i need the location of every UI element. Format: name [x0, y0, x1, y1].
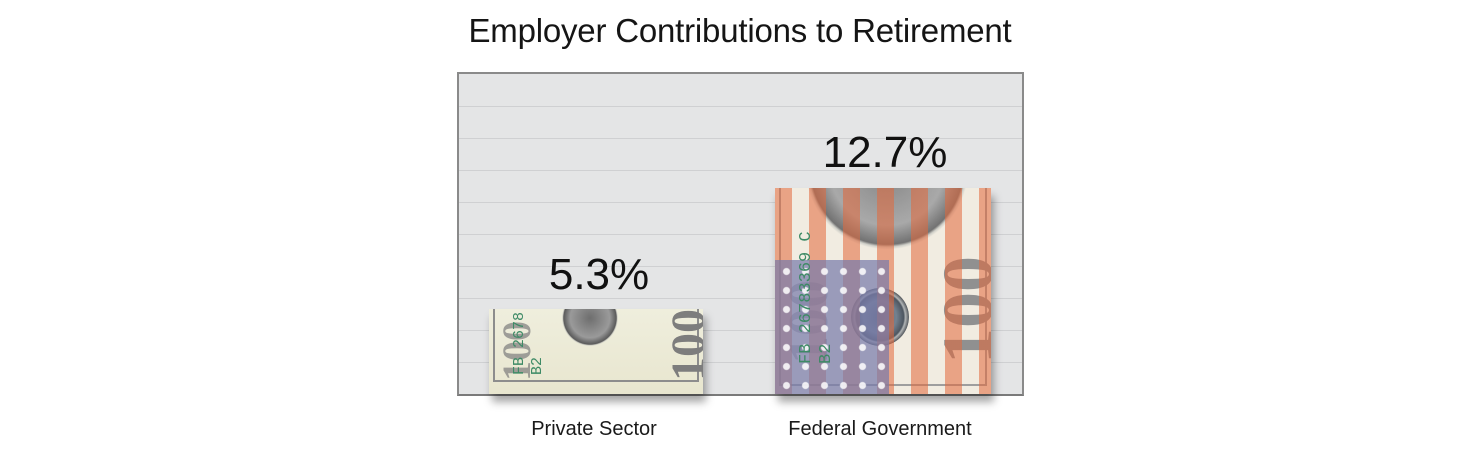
bill-block: B2: [529, 356, 546, 375]
bill-denomination: 100: [662, 309, 703, 381]
bar-federal-government: 100 100 FB 26783369 C B2: [775, 188, 991, 394]
gridline: [459, 330, 1022, 331]
gridline: [459, 362, 1022, 363]
flag-canton-stars: [775, 260, 889, 394]
value-label-private-sector: 5.3%: [548, 250, 650, 299]
bill-block: B2: [817, 343, 836, 364]
gridline: [459, 170, 1022, 171]
bar-private-sector: 100 100 FB 2678 B2: [489, 309, 703, 394]
chart-title: Employer Contributions to Retirement: [468, 12, 1012, 49]
gridline: [459, 266, 1022, 267]
gridline: [459, 202, 1022, 203]
category-label-private-sector: Private Sector: [531, 418, 657, 440]
gridline: [459, 138, 1022, 139]
bill-serial: FB 26783369 C: [797, 231, 816, 364]
category-label-federal-government: Federal Government: [788, 418, 972, 440]
gridline: [459, 234, 1022, 235]
bill-border: [493, 309, 699, 382]
gridline: [459, 298, 1022, 299]
bill-serial: FB 2678: [511, 311, 528, 375]
value-label-federal-government: 12.7%: [822, 128, 948, 177]
gridline: [459, 106, 1022, 107]
plot-area: 5.3% 100 100 FB 2678 B2 12.7% 100 100 FB…: [457, 72, 1024, 396]
